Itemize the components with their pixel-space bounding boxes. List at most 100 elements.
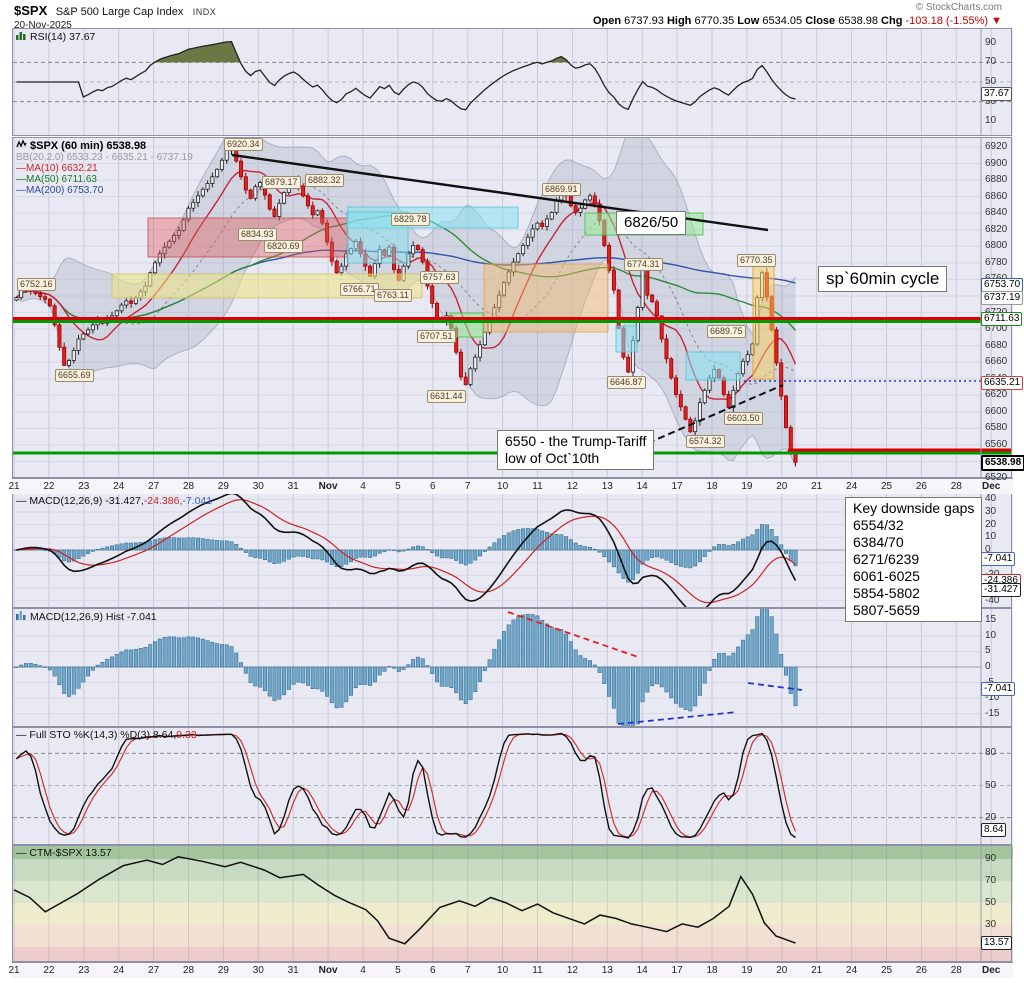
- axis-value-bubble: 13.57: [981, 936, 1013, 951]
- axis-tick-label: 6660: [985, 356, 1008, 368]
- price-label: 6834.93: [238, 228, 277, 241]
- main-panel: [12, 137, 1013, 478]
- axis-tick-label: -15: [985, 707, 1000, 719]
- date-label: 22: [43, 481, 55, 492]
- date-label: 24: [846, 965, 858, 976]
- legend-text: — CTM-$SPX 13.57: [16, 847, 112, 860]
- date-label: 14: [636, 481, 648, 492]
- price-label: 6763.11: [374, 289, 412, 302]
- date-label: 17: [671, 481, 683, 492]
- header-quote-row: 20-Nov-2025 Open 6737.93 High 6770.35 Lo…: [14, 15, 1014, 31]
- date-label: 13: [601, 481, 613, 492]
- axis-tick-label: 6900: [985, 157, 1008, 169]
- main-legend-line: —MA(10) 6632.21: [16, 163, 98, 174]
- main-legend-line: —MA(50) 6711.63: [16, 174, 97, 185]
- date-label: 24: [113, 965, 125, 976]
- price-label: 6920.34: [224, 138, 263, 151]
- date-label: 29: [217, 481, 229, 492]
- axis-tick-label: 15: [985, 614, 997, 626]
- date-label: 14: [636, 965, 648, 976]
- annotation-box: Key downside gaps 6554/32 6384/70 6271/6239…: [845, 497, 983, 622]
- annotation-box: 6550 - the Trump-Tariff low of Oct`10th: [497, 430, 655, 470]
- legend-text: — MACD(12,26,9) -31.427,: [16, 495, 144, 508]
- symbol: $SPX: [14, 3, 48, 18]
- candlestick-icon: [16, 139, 27, 152]
- hist-panel: [12, 608, 1013, 727]
- date-label: 20: [776, 965, 788, 976]
- axis-value-bubble: 37.67: [981, 87, 1013, 102]
- axis-tick-label: 40: [985, 493, 997, 505]
- date-label: 26: [915, 481, 927, 492]
- axis-value-bubble: -7.041: [981, 551, 1016, 566]
- date-label: 28: [182, 481, 195, 492]
- hist-legend: MACD(12,26,9) Hist -7.041: [16, 610, 157, 623]
- price-label: 6879.17: [262, 176, 301, 189]
- index-title: S&P 500 Large Cap Index: [55, 6, 184, 18]
- date-label: Dec: [982, 965, 1001, 976]
- main-legend-line: BB(20,2.0) 6533.23 - 6635.21 - 6737.19: [16, 152, 193, 163]
- price-label: 6655.69: [55, 369, 94, 382]
- axis-tick-label: 20: [985, 518, 997, 530]
- axis-tick-label: 30: [985, 919, 997, 930]
- axis-value-bubble: 8.64: [981, 822, 1007, 837]
- date-label: 21: [8, 965, 20, 976]
- date-label: 7: [464, 481, 471, 492]
- date-label: Nov: [318, 481, 338, 492]
- axis-value-bubble: 6711.63: [981, 312, 1023, 327]
- date-label: 11: [532, 481, 543, 492]
- axis-value-bubble: -31.427: [981, 582, 1021, 597]
- date-label: 27: [148, 481, 160, 492]
- date-label: 24: [846, 481, 858, 492]
- date-label: 28: [182, 965, 195, 976]
- axis-value-bubble: -7.041: [981, 681, 1016, 696]
- axis-tick-label: 70: [985, 56, 997, 68]
- date-label: 24: [113, 481, 125, 492]
- price-label: 6820.69: [264, 240, 303, 253]
- axis-tick-label: 90: [985, 36, 997, 48]
- annotation-line: low of Oct`10th: [505, 450, 600, 466]
- price-label: 6603.50: [724, 412, 763, 425]
- price-label: 6689.75: [707, 325, 746, 338]
- low-value: 6534.05: [762, 15, 803, 27]
- price-label: 6631.44: [427, 390, 466, 403]
- date-label: 25: [880, 481, 893, 492]
- high-label: High: [666, 15, 692, 27]
- date-label: Dec: [982, 481, 1001, 492]
- rsi-panel: [12, 28, 1013, 136]
- date-label: 27: [148, 965, 160, 976]
- price-label: 6766.71: [340, 283, 379, 296]
- date-label: 4: [360, 481, 366, 492]
- legend-text: BB(20,2.0) 6533.23 - 6635.21 - 6737.19: [16, 152, 193, 163]
- date-label: 29: [217, 965, 229, 976]
- chg-dropdown-icon[interactable]: ▼: [991, 15, 1002, 27]
- annotation-line: 6061-6025: [853, 568, 920, 584]
- date-label: 5: [395, 965, 401, 976]
- date-label: 22: [43, 965, 55, 976]
- axis-tick-label: 90: [985, 853, 997, 864]
- axis-tick-label: 6720: [985, 307, 1007, 318]
- date-label: 20: [776, 481, 788, 492]
- date-label: 6: [430, 481, 436, 492]
- chg-value: -103.18 (-1.55%): [905, 15, 989, 27]
- date-label: 10: [497, 965, 509, 976]
- price-label: 6646.87: [607, 376, 646, 389]
- bars-blue-icon: [16, 610, 27, 623]
- axis-tick-label: 10: [985, 629, 997, 641]
- axis-tick-label: 6580: [985, 422, 1008, 434]
- date-label: 10: [497, 481, 509, 492]
- price-label: 6757.63: [420, 271, 459, 284]
- date-label: 21: [811, 481, 823, 492]
- macd-legend: — MACD(12,26,9) -31.427, -24.386, -7.041: [16, 495, 212, 507]
- exchange-label: INDX: [192, 7, 217, 17]
- legend-text: —MA(10) 6632.21: [16, 163, 98, 174]
- date-label: 30: [252, 481, 264, 492]
- copyright: © StockCharts.com: [915, 2, 1002, 13]
- low-label: Low: [737, 15, 760, 27]
- axis-tick-label: 6840: [985, 207, 1008, 219]
- legend-text: — Full STO %K(14,3) %D(3) 8.64,: [16, 729, 177, 742]
- legend-text: -24.386,: [143, 495, 183, 508]
- annotation-line: 6271/6239: [853, 551, 920, 567]
- price-label: 6752.16: [17, 278, 56, 291]
- annotation-line: 6554/32: [853, 517, 904, 533]
